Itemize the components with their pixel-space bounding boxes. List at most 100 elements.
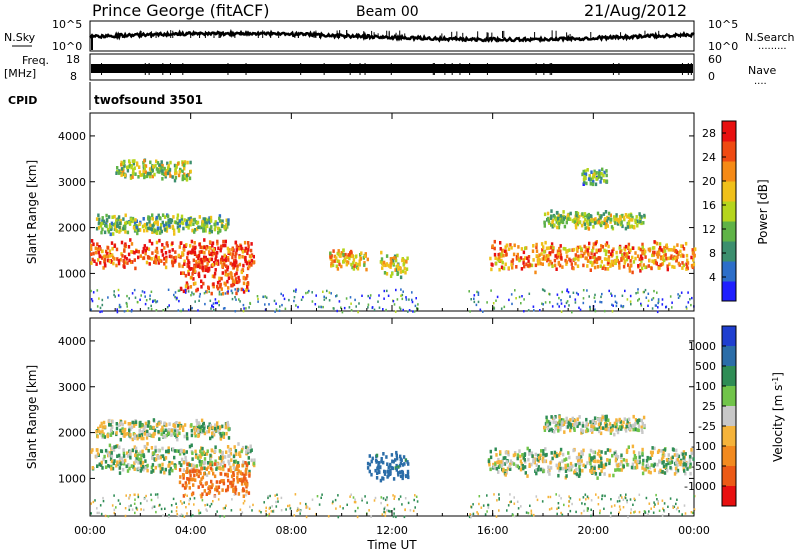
data-cell (164, 456, 168, 460)
data-cell (673, 256, 677, 261)
data-cell (559, 425, 562, 430)
data-cell (248, 289, 250, 293)
data-cell (627, 242, 631, 247)
data-cell (123, 429, 126, 433)
data-cell (146, 222, 149, 226)
data-cell (96, 305, 99, 308)
data-cell (594, 241, 597, 245)
data-cell (151, 213, 154, 217)
data-cell (673, 472, 677, 476)
data-cell (379, 260, 383, 264)
data-cell (398, 266, 401, 270)
data-cell (588, 174, 591, 178)
data-cell (173, 428, 177, 433)
data-cell (370, 515, 372, 518)
data-cell (218, 214, 222, 218)
data-cell (569, 428, 572, 433)
data-cell (113, 511, 116, 515)
data-cell (555, 267, 558, 271)
data-cell (582, 214, 585, 219)
data-cell (632, 427, 635, 432)
data-cell (210, 462, 214, 467)
data-cell (539, 309, 541, 312)
data-cell (187, 290, 190, 293)
data-cell (237, 492, 241, 496)
data-cell (510, 293, 513, 296)
data-cell (569, 467, 573, 472)
data-cell (134, 227, 137, 232)
data-cell (182, 226, 185, 231)
data-cell (572, 448, 575, 453)
data-cell (514, 289, 516, 292)
data-cell (179, 241, 182, 245)
data-cell (357, 310, 359, 314)
data-cell (604, 243, 608, 247)
data-cell (525, 262, 528, 267)
data-cell (142, 217, 145, 221)
data-cell (163, 457, 166, 461)
data-cell (382, 452, 385, 456)
data-cell (186, 462, 189, 467)
data-cell (504, 456, 507, 460)
data-cell (634, 455, 638, 460)
data-cell (569, 211, 572, 216)
data-cell (609, 426, 612, 430)
data-cell (139, 254, 142, 258)
data-cell (618, 499, 621, 503)
data-cell (152, 505, 154, 508)
data-cell (685, 262, 688, 267)
data-cell (173, 178, 177, 183)
data-cell (354, 498, 356, 501)
data-cell (198, 260, 201, 265)
data-cell (493, 239, 496, 244)
data-cell (497, 457, 500, 462)
data-cell (417, 307, 419, 311)
data-cell (361, 497, 363, 500)
data-cell (190, 275, 193, 280)
data-cell (143, 497, 146, 501)
data-cell (328, 291, 331, 294)
data-cell (232, 471, 235, 475)
data-cell (142, 256, 146, 260)
data-cell (331, 502, 334, 505)
data-cell (653, 289, 655, 293)
data-cell (167, 464, 170, 468)
data-cell (96, 289, 99, 292)
data-cell (235, 298, 237, 301)
data-cell (368, 509, 370, 512)
data-cell (198, 295, 201, 298)
data-cell (672, 248, 675, 252)
data-cell (129, 433, 132, 437)
data-cell (214, 220, 217, 224)
data-cell (657, 298, 660, 301)
data-cell (220, 287, 223, 291)
data-cell (247, 244, 250, 249)
data-cell (661, 303, 664, 306)
data-cell (102, 420, 106, 425)
data-cell (232, 259, 236, 263)
data-cell (576, 422, 579, 427)
data-cell (248, 261, 252, 266)
data-cell (569, 509, 572, 513)
data-cell (133, 221, 137, 225)
data-cell (634, 256, 637, 261)
data-cell (176, 213, 180, 218)
data-cell (518, 258, 521, 263)
data-cell (553, 450, 557, 455)
data-cell (333, 307, 335, 310)
data-cell (605, 427, 609, 432)
data-cell (133, 288, 136, 292)
data-cell (510, 260, 513, 264)
data-cell (128, 466, 131, 471)
data-cell (241, 511, 244, 514)
data-cell (621, 224, 624, 229)
data-cell (116, 308, 118, 311)
data-cell (587, 215, 590, 220)
data-cell (365, 267, 368, 272)
data-cell (521, 463, 524, 468)
data-cell (100, 433, 104, 438)
data-cell (589, 448, 593, 453)
data-cell (657, 500, 659, 503)
data-cell (409, 509, 412, 512)
data-cell (497, 465, 501, 469)
